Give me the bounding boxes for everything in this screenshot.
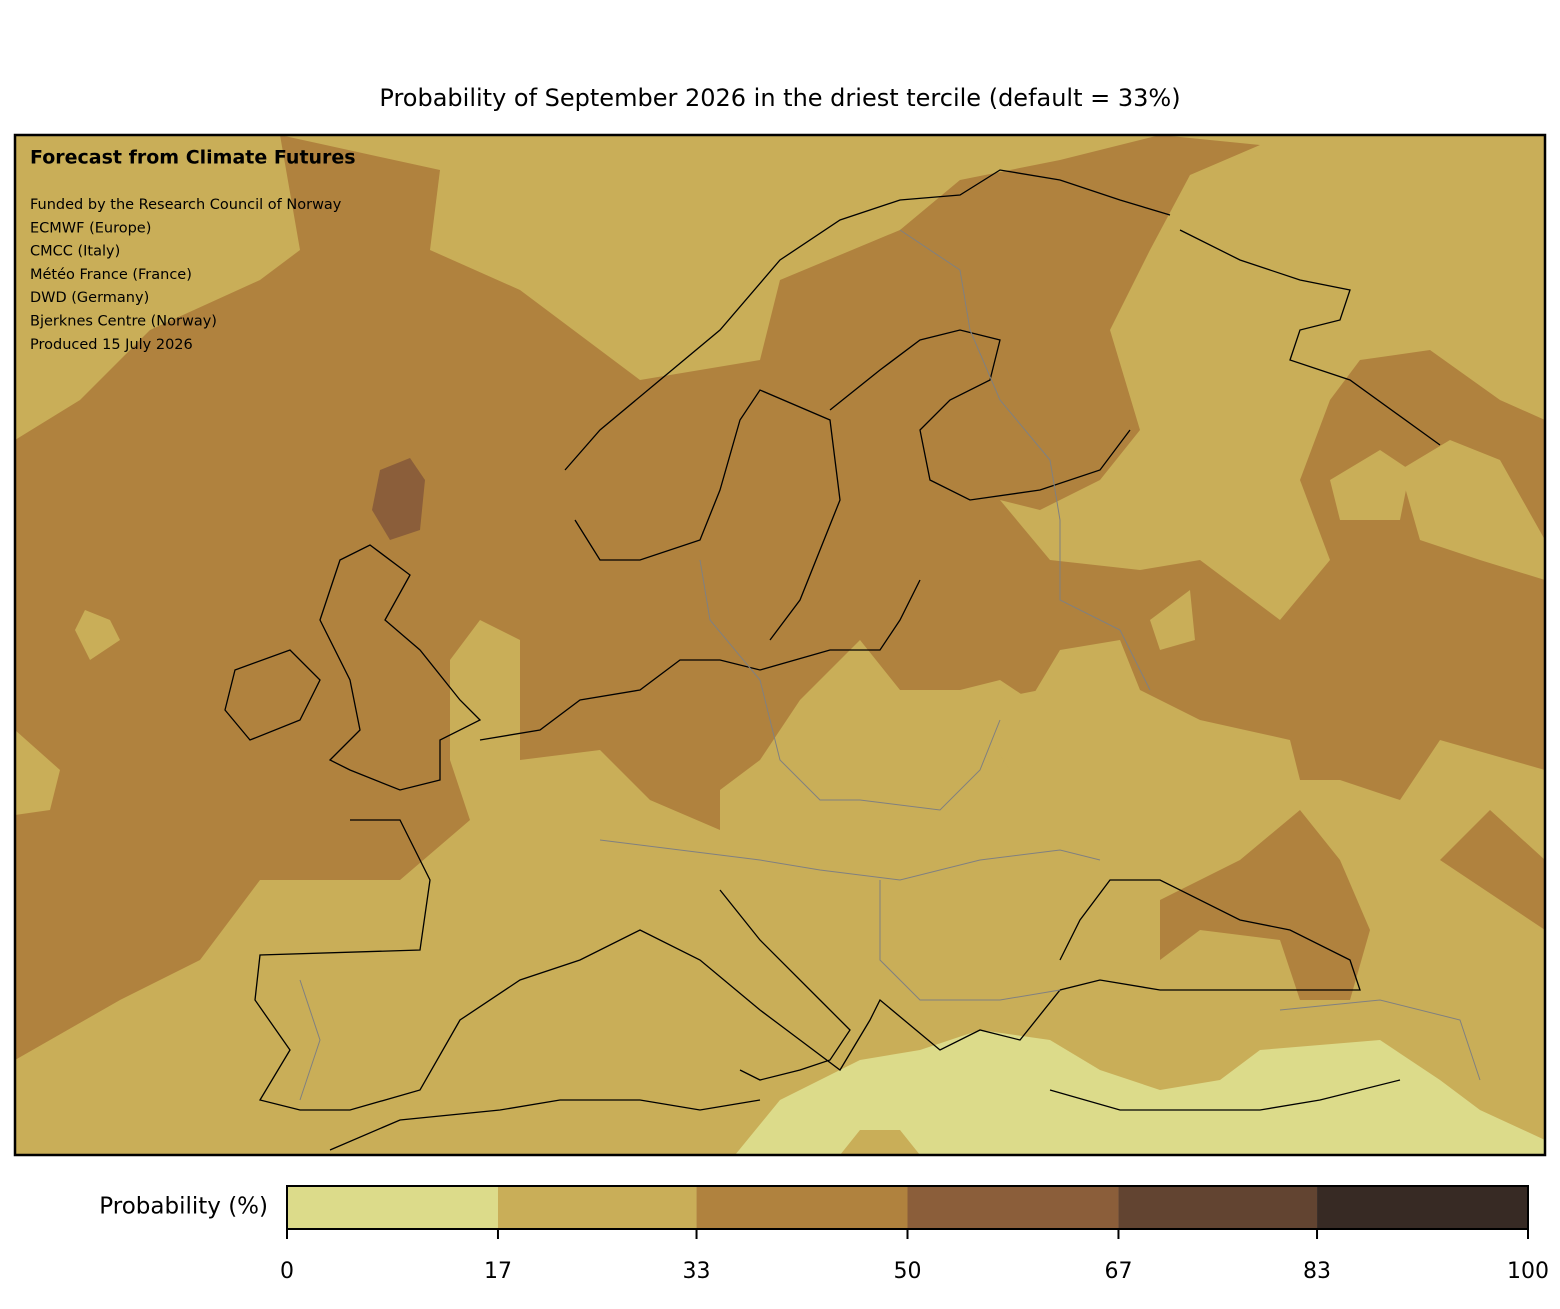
colorbar: 0 17 33 50 67 83 100	[280, 1185, 1549, 1284]
region-67	[372, 458, 425, 540]
borders	[299, 229, 1481, 1101]
annotation-line: CMCC (Italy)	[30, 244, 120, 260]
colorbar-segment	[907, 1186, 1119, 1229]
colorbar-segment	[287, 1186, 498, 1229]
colorbar-tick-label: 0	[280, 1259, 294, 1284]
coastlines	[224, 169, 1441, 1151]
colorbar-segment	[1118, 1186, 1318, 1229]
colorbar-tick-label: 33	[683, 1259, 711, 1284]
region-50	[15, 135, 1545, 1060]
colorbar-tick-label: 67	[1104, 1259, 1132, 1284]
annotation-line: Météo France (France)	[30, 267, 192, 283]
colorbar-tick-label: 17	[484, 1259, 512, 1284]
annotation-line: Produced 15 July 2026	[30, 337, 193, 353]
map-title: Probability of September 2026 in the dri…	[379, 84, 1180, 112]
colorbar-tick-label: 83	[1303, 1259, 1331, 1284]
map-frame	[13, 133, 1547, 1157]
colorbar-tick-label: 100	[1507, 1259, 1549, 1284]
region-17	[735, 1030, 1545, 1155]
colorbar-segment	[1317, 1186, 1528, 1229]
colorbar-label: Probability (%)	[99, 1194, 268, 1220]
annotation-heading: Forecast from Climate Futures	[30, 147, 356, 169]
annotation-line: DWD (Germany)	[30, 290, 149, 306]
colorbar-segment	[497, 1186, 697, 1229]
annotation-line: Funded by the Research Council of Norway	[30, 197, 342, 213]
colorbar-segment	[696, 1186, 908, 1229]
map	[13, 133, 1547, 1157]
annotation-line: ECMWF (Europe)	[30, 220, 151, 236]
annotation-line: Bjerknes Centre (Norway)	[30, 314, 217, 330]
colorbar-tick-label: 50	[894, 1259, 922, 1284]
